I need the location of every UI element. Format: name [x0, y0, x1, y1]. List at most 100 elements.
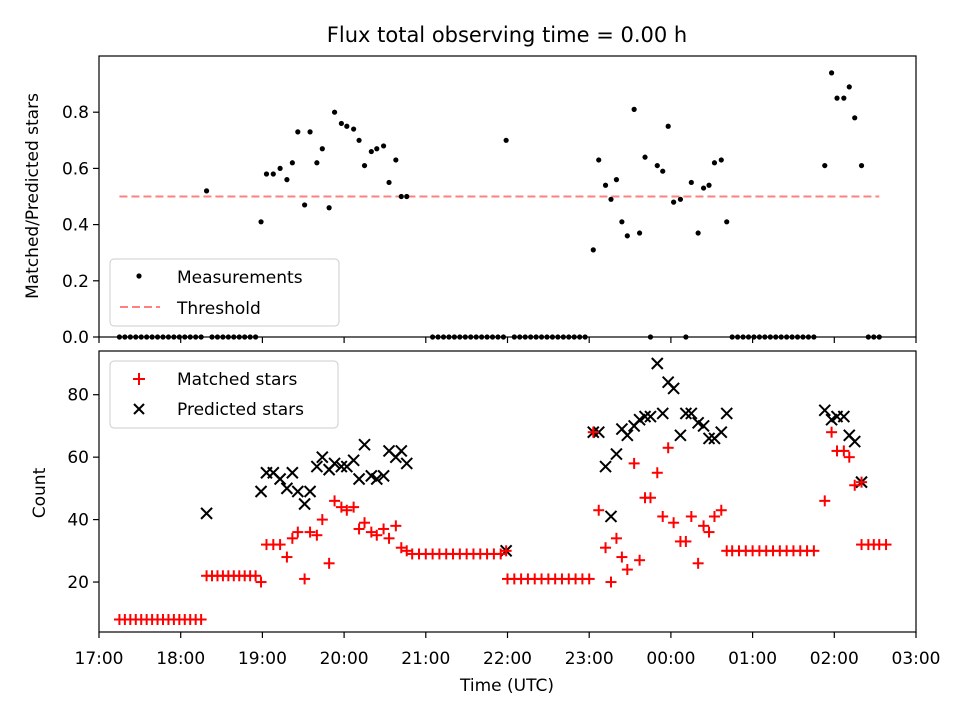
matched-point	[255, 576, 267, 588]
bottom-legend: Matched stars Predicted stars	[109, 360, 339, 429]
measurement-point	[619, 219, 625, 225]
predicted-point	[667, 382, 680, 395]
x-tick-label: 17:00	[75, 649, 124, 669]
bottom-y-axis-label: Count	[30, 467, 50, 518]
matched-point	[628, 457, 640, 469]
measurement-point	[828, 70, 835, 76]
legend-predicted-label: Predicted stars	[177, 400, 304, 420]
matched-point	[616, 551, 628, 563]
matched-point	[838, 445, 850, 457]
legend-matched-marker	[133, 373, 145, 385]
predicted-point	[291, 485, 305, 498]
measurement-point	[368, 148, 374, 155]
matched-point	[819, 495, 831, 507]
measurement-point	[724, 219, 730, 225]
measurement-point	[356, 137, 362, 143]
top-y-tick-label: 0.4	[62, 216, 89, 236]
measurement-point	[270, 171, 276, 177]
measurement-point	[608, 196, 614, 202]
predicted-point	[328, 457, 341, 470]
predicted-point	[599, 460, 612, 473]
matched-point	[286, 532, 298, 544]
x-tick-label: 18:00	[156, 649, 205, 669]
measurement-point	[203, 188, 210, 194]
predicted-point	[604, 510, 618, 523]
measurement-point	[665, 123, 671, 129]
matched-point	[692, 557, 704, 569]
measurement-point	[711, 160, 718, 166]
legend-matched-label: Matched stars	[177, 370, 297, 390]
matched-point	[299, 573, 311, 585]
predicted-point	[377, 469, 390, 483]
matched-point	[856, 476, 868, 488]
legend-predicted-marker	[133, 403, 145, 415]
measurement-point	[822, 162, 828, 169]
measurement-point	[307, 129, 313, 135]
measurement-point	[596, 157, 602, 163]
predicted-point	[651, 357, 664, 370]
measurement-point	[695, 230, 701, 236]
matched-point	[644, 492, 656, 504]
bottom-y-tick-label: 60	[67, 448, 89, 468]
top-y-tick-label: 0.6	[62, 159, 89, 179]
matched-point	[708, 510, 720, 522]
matched-point	[621, 564, 633, 576]
matched-point	[657, 510, 669, 522]
measurement-point	[393, 157, 399, 163]
measurement-point	[700, 185, 707, 191]
measurement-point	[706, 182, 712, 188]
measurement-point	[351, 126, 357, 132]
measurement-point	[263, 171, 270, 177]
matched-point	[680, 535, 692, 547]
measurement-point	[319, 146, 325, 152]
measurement-point	[624, 233, 630, 239]
x-tick-label: 20:00	[320, 649, 369, 669]
measurement-point	[834, 95, 840, 101]
legend-threshold-label: Threshold	[176, 299, 261, 319]
measurement-point	[636, 230, 643, 236]
matched-point	[311, 529, 323, 541]
matched-point	[383, 532, 395, 544]
top-chart: 0.0 0.2 0.4 0.6 0.8	[62, 55, 917, 348]
matched-point	[605, 576, 617, 588]
predicted-point	[400, 457, 413, 470]
measurement-point	[258, 219, 264, 225]
predicted-point	[310, 460, 324, 473]
measurement-point	[642, 154, 648, 160]
predicted-point	[679, 407, 693, 420]
matched-point	[703, 526, 715, 538]
matched-point	[195, 614, 207, 626]
measurement-point	[344, 123, 350, 129]
x-tick-label: 02:00	[810, 649, 859, 669]
matched-point	[348, 501, 360, 513]
predicted-point	[352, 472, 366, 486]
predicted-point	[254, 485, 268, 498]
measurement-point	[326, 205, 332, 211]
measurement-point	[654, 162, 660, 169]
matched-point	[316, 514, 328, 526]
matched-point	[600, 542, 612, 554]
predicted-point	[674, 429, 687, 442]
matched-point	[715, 504, 727, 516]
measurement-point	[331, 109, 338, 115]
predicted-point	[395, 444, 408, 458]
measurement-point	[590, 247, 596, 253]
predicted-point	[715, 425, 728, 439]
x-tick-label: 21:00	[401, 649, 450, 669]
matched-point	[662, 442, 674, 454]
measurement-point	[852, 115, 858, 121]
matched-point	[378, 523, 390, 535]
matched-point	[250, 570, 262, 582]
matched-point	[341, 504, 353, 516]
matched-point	[304, 526, 316, 538]
predicted-point	[848, 435, 861, 448]
predicted-point	[358, 438, 371, 451]
bottom-y-tick-label: 80	[67, 386, 89, 406]
matched-point	[668, 517, 680, 529]
matched-point	[698, 520, 710, 532]
bottom-y-tick-label: 40	[67, 511, 89, 531]
matched-point	[323, 557, 335, 569]
matched-point	[329, 495, 341, 507]
chart-title: Flux total observing time = 0.00 h	[327, 23, 687, 47]
